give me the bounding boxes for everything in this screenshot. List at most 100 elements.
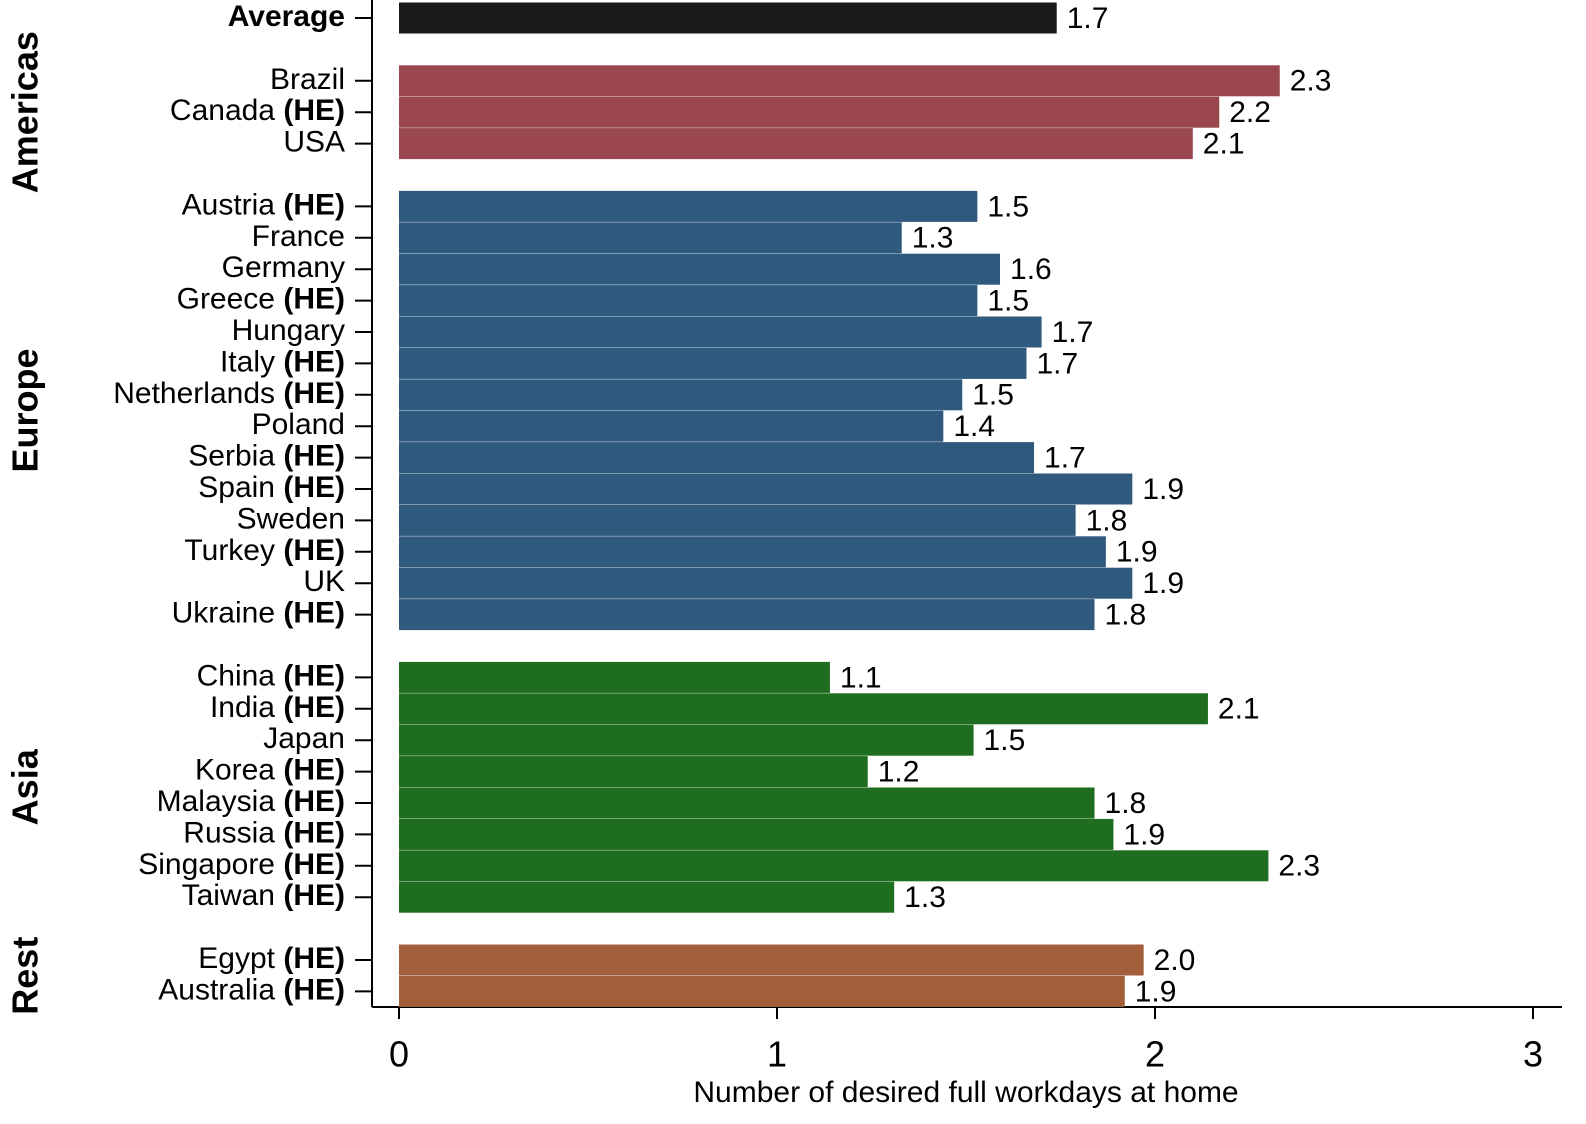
value-label: 1.4 xyxy=(953,410,995,443)
x-tick-label: 2 xyxy=(1145,1034,1165,1075)
y-tick-label: Malaysia (HE) xyxy=(157,785,345,818)
bar xyxy=(399,65,1280,97)
category-tag: (HE) xyxy=(283,188,345,221)
y-tick-label: Average xyxy=(228,0,345,33)
bar xyxy=(399,661,830,693)
category-name: Russia xyxy=(183,816,275,849)
bar xyxy=(399,379,963,411)
category-name: Canada xyxy=(170,94,275,127)
category-name: Poland xyxy=(252,408,345,441)
value-label: 1.7 xyxy=(1044,442,1086,475)
value-label: 1.8 xyxy=(1105,787,1147,820)
y-tick-label: USA xyxy=(283,126,345,159)
category-tag: (HE) xyxy=(283,597,345,630)
value-label: 1.5 xyxy=(984,724,1026,757)
y-tick-label: Serbia (HE) xyxy=(188,440,345,473)
category-tag xyxy=(275,879,283,912)
y-tick-label: Spain (HE) xyxy=(198,471,345,504)
y-tick-label: UK xyxy=(303,565,345,598)
bar xyxy=(399,253,1001,285)
category-name: Malaysia xyxy=(157,785,276,818)
y-tick-label: Canada (HE) xyxy=(170,94,345,127)
category-tag: (HE) xyxy=(283,754,345,787)
y-tick-label: Sweden xyxy=(237,502,345,535)
value-label: 1.3 xyxy=(912,222,954,255)
bar xyxy=(399,442,1035,474)
value-label: 1.9 xyxy=(1116,536,1158,569)
value-label: 1.8 xyxy=(1105,599,1147,632)
category-tag: (HE) xyxy=(283,816,345,849)
bar xyxy=(399,724,974,756)
value-label: 1.9 xyxy=(1135,975,1177,1008)
y-tick-label: Australia (HE) xyxy=(158,973,345,1006)
category-name: Sweden xyxy=(237,502,345,535)
bar xyxy=(399,536,1106,568)
y-tick-label: Austria (HE) xyxy=(182,188,345,221)
category-tag xyxy=(275,848,283,881)
value-label: 2.0 xyxy=(1154,944,1196,977)
category-tag: (HE) xyxy=(283,345,345,378)
y-tick-label: China (HE) xyxy=(197,659,345,692)
value-label: 1.5 xyxy=(987,285,1029,318)
y-tick-label: Ukraine (HE) xyxy=(172,597,345,630)
bar xyxy=(399,128,1193,160)
category-tag xyxy=(275,754,283,787)
value-label: 2.1 xyxy=(1203,128,1245,161)
category-name: France xyxy=(252,220,345,253)
category-name: Average xyxy=(228,0,345,33)
category-tag: (HE) xyxy=(283,973,345,1006)
category-name: Brazil xyxy=(270,63,345,96)
category-tag: (HE) xyxy=(283,94,345,127)
value-label: 1.2 xyxy=(878,756,920,789)
bar xyxy=(399,347,1027,379)
category-tag xyxy=(275,659,283,692)
category-name: USA xyxy=(283,126,345,159)
value-label: 1.7 xyxy=(1067,2,1109,35)
category-tag: (HE) xyxy=(283,440,345,473)
group-label: Europe xyxy=(5,348,46,472)
category-tag xyxy=(275,691,283,724)
y-tick-label: Netherlands (HE) xyxy=(113,377,345,410)
y-tick-label: Italy (HE) xyxy=(220,345,345,378)
category-tag: (HE) xyxy=(283,848,345,881)
bar xyxy=(399,504,1076,536)
category-name: Taiwan xyxy=(182,879,275,912)
value-label: 1.1 xyxy=(840,661,882,694)
category-name: Germany xyxy=(222,251,345,284)
category-name: Turkey xyxy=(184,534,275,567)
value-label: 1.9 xyxy=(1142,567,1184,600)
category-name: Hungary xyxy=(232,314,345,347)
category-name: Netherlands xyxy=(113,377,275,410)
category-tag: (HE) xyxy=(283,691,345,724)
category-tag xyxy=(275,283,283,316)
category-name: Greece xyxy=(177,283,275,316)
bar xyxy=(399,693,1208,725)
y-tick-label: India (HE) xyxy=(210,691,345,724)
category-name: Korea xyxy=(195,754,275,787)
bar xyxy=(399,96,1220,128)
bar xyxy=(399,316,1042,348)
x-tick-label: 0 xyxy=(389,1034,409,1075)
category-tag xyxy=(275,377,283,410)
category-tag xyxy=(275,94,283,127)
category-name: Australia xyxy=(158,973,275,1006)
bar xyxy=(399,975,1125,1007)
bar xyxy=(399,881,895,913)
bar xyxy=(399,285,978,317)
value-label: 1.3 xyxy=(904,881,946,914)
y-tick-label: Egypt (HE) xyxy=(198,942,345,975)
bar xyxy=(399,944,1144,976)
bar xyxy=(399,2,1057,34)
bar xyxy=(399,599,1095,631)
value-label: 1.7 xyxy=(1052,316,1094,349)
category-tag: (HE) xyxy=(283,659,345,692)
bar xyxy=(399,756,868,788)
bar xyxy=(399,222,902,254)
category-name: Ukraine xyxy=(172,597,275,630)
category-tag: (HE) xyxy=(283,471,345,504)
y-tick-label: Taiwan (HE) xyxy=(182,879,345,912)
category-name: Spain xyxy=(198,471,275,504)
y-tick-label: Brazil xyxy=(270,63,345,96)
value-label: 1.7 xyxy=(1036,347,1078,380)
